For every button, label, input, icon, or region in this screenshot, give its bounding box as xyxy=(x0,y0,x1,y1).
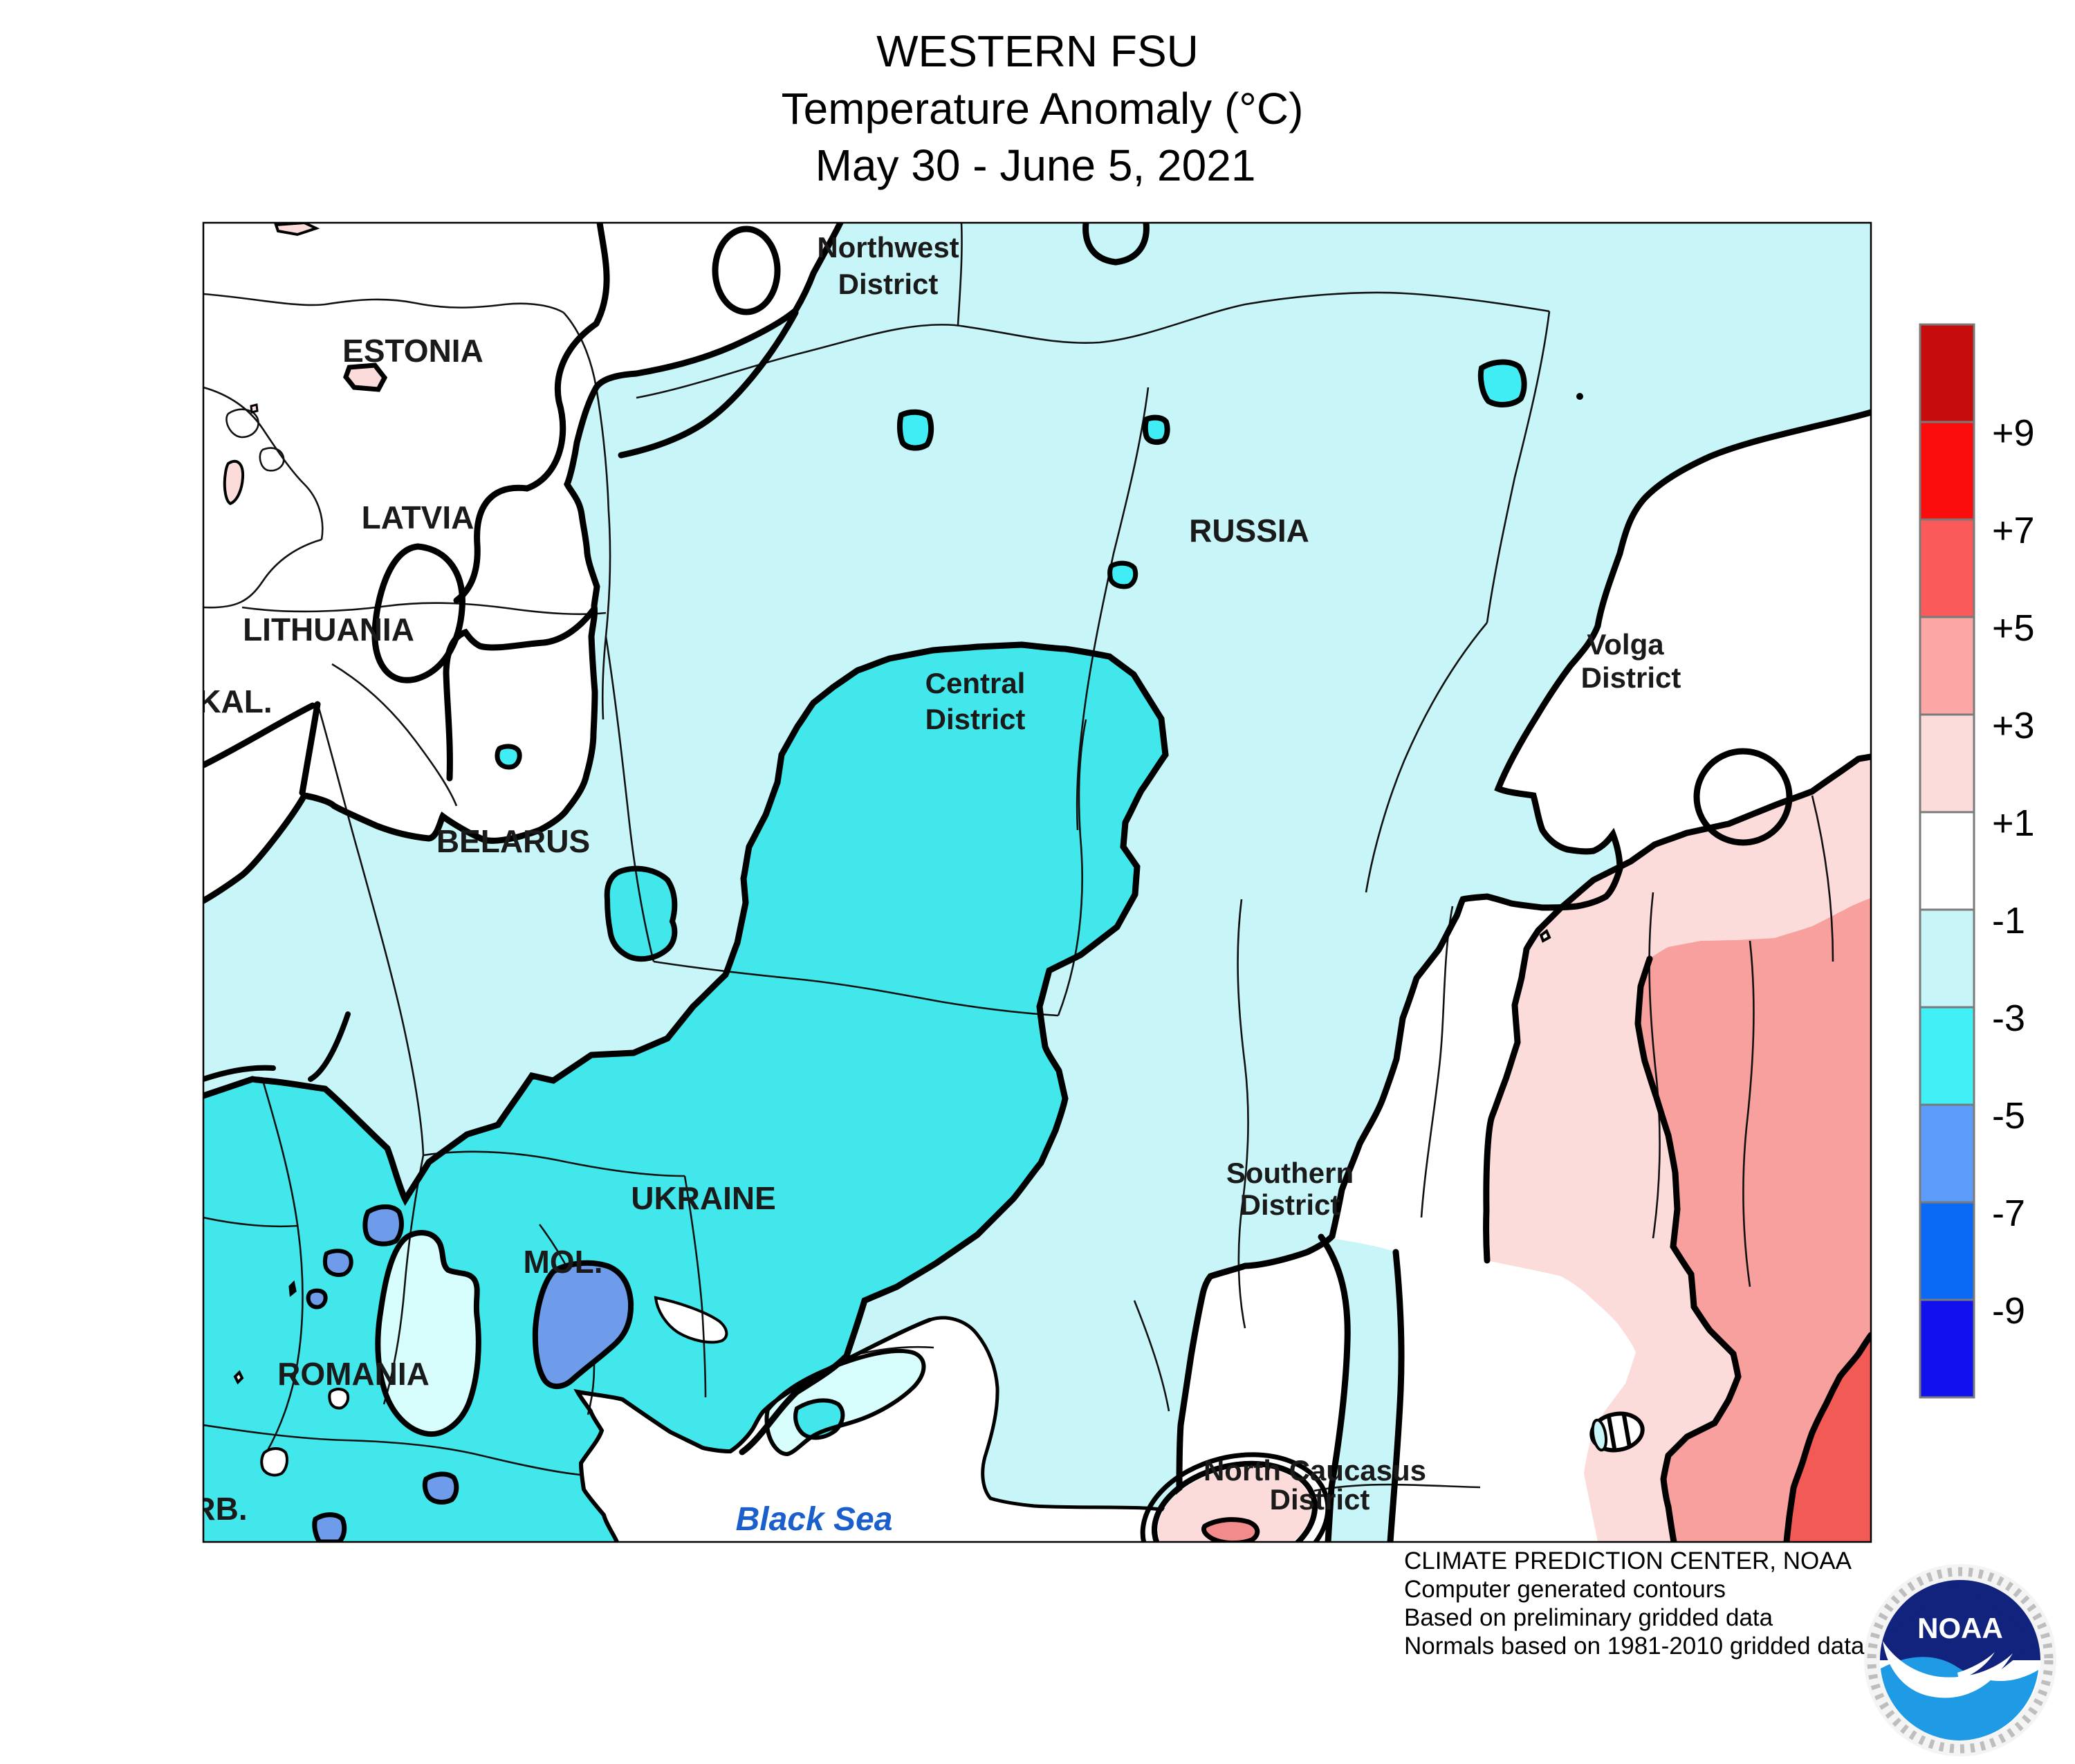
svg-text:May 30 - June 5, 2021: May 30 - June 5, 2021 xyxy=(815,140,1256,190)
svg-text:+9: +9 xyxy=(1992,412,2035,454)
svg-text:+5: +5 xyxy=(1992,607,2035,649)
svg-text:KAL.: KAL. xyxy=(198,683,272,719)
svg-text:-7: -7 xyxy=(1992,1193,2025,1234)
svg-text:Computer generated contours: Computer generated contours xyxy=(1404,1576,1726,1603)
svg-text:LATVIA: LATVIA xyxy=(362,499,474,535)
svg-text:BELARUS: BELARUS xyxy=(436,823,590,859)
svg-text:District: District xyxy=(838,268,939,300)
svg-text:District: District xyxy=(925,703,1026,735)
svg-text:Central: Central xyxy=(925,667,1026,699)
svg-text:WESTERN FSU: WESTERN FSU xyxy=(876,26,1199,76)
svg-text:-5: -5 xyxy=(1992,1095,2025,1137)
svg-text:MOL.: MOL. xyxy=(524,1244,603,1280)
svg-text:NOAA: NOAA xyxy=(1917,1612,2003,1644)
svg-text:Temperature Anomaly (°C): Temperature Anomaly (°C) xyxy=(782,84,1304,134)
svg-text:Based on preliminary gridded d: Based on preliminary gridded data xyxy=(1404,1604,1773,1631)
svg-text:ESTONIA: ESTONIA xyxy=(342,333,483,369)
svg-text:-1: -1 xyxy=(1992,900,2025,941)
svg-text:CLIMATE PREDICTION CENTER, NOA: CLIMATE PREDICTION CENTER, NOAA xyxy=(1404,1547,1852,1574)
svg-text:RUSSIA: RUSSIA xyxy=(1189,513,1309,549)
svg-text:UKRAINE: UKRAINE xyxy=(631,1180,776,1216)
svg-text:North Caucasus: North Caucasus xyxy=(1204,1454,1426,1487)
svg-text:ROMANIA: ROMANIA xyxy=(277,1356,430,1392)
svg-text:+1: +1 xyxy=(1992,802,2035,844)
svg-text:+3: +3 xyxy=(1992,705,2035,746)
svg-text:+7: +7 xyxy=(1992,510,2035,551)
svg-text:-9: -9 xyxy=(1992,1290,2025,1332)
svg-text:Normals based on 1981-2010 gri: Normals based on 1981-2010 gridded data xyxy=(1404,1633,1865,1660)
svg-text:Volga: Volga xyxy=(1587,628,1664,661)
svg-text:LITHUANIA: LITHUANIA xyxy=(243,612,414,647)
svg-text:District: District xyxy=(1270,1483,1370,1516)
svg-text:RB.: RB. xyxy=(192,1491,247,1527)
svg-text:-3: -3 xyxy=(1992,998,2025,1039)
svg-text:Black Sea: Black Sea xyxy=(736,1501,893,1538)
svg-text:District: District xyxy=(1581,661,1681,694)
svg-text:Southern: Southern xyxy=(1226,1157,1354,1189)
svg-text:Northwest: Northwest xyxy=(817,231,959,264)
svg-text:District: District xyxy=(1240,1188,1340,1221)
